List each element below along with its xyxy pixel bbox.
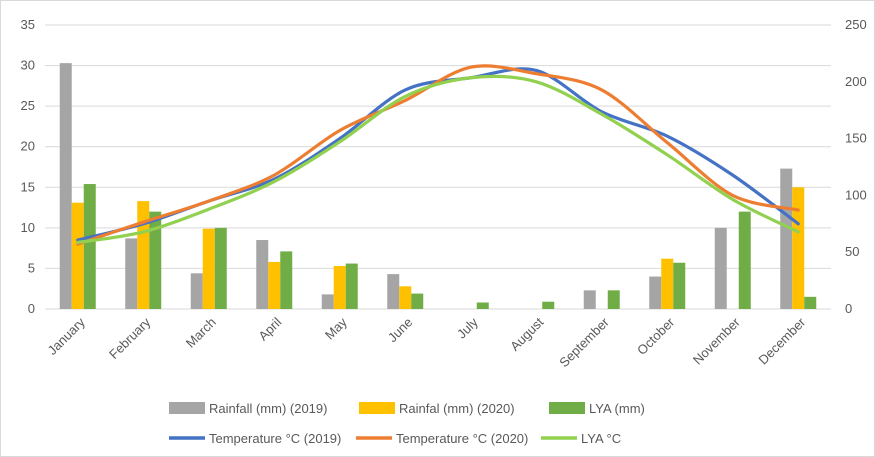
- y-right-tick-label: 200: [845, 74, 867, 89]
- legend-label: Rainfal (mm) (2020): [399, 401, 515, 416]
- bar: [411, 293, 424, 309]
- x-tick-label: September: [556, 314, 612, 370]
- x-tick-label: April: [255, 314, 284, 343]
- legend-label: LYA (mm): [589, 401, 645, 416]
- bar: [214, 227, 227, 309]
- y-right-tick-label: 150: [845, 131, 867, 146]
- legend-label: Temperature °C (2019): [209, 431, 341, 446]
- y-right-tick-label: 0: [845, 301, 852, 316]
- bar: [399, 286, 412, 309]
- bar: [583, 290, 596, 309]
- y-right-tick-label: 50: [845, 244, 859, 259]
- line-series: [76, 64, 800, 246]
- bar: [476, 302, 489, 309]
- bar: [792, 187, 805, 309]
- bar: [780, 168, 793, 309]
- y-right-tick-label: 250: [845, 17, 867, 32]
- bar: [542, 301, 555, 309]
- bar: [190, 273, 203, 309]
- bar: [804, 296, 817, 309]
- y-left-tick-label: 10: [21, 220, 35, 235]
- y-left-tick-label: 25: [21, 98, 35, 113]
- x-tick-label: January: [45, 314, 89, 358]
- legend-swatch: [169, 402, 205, 414]
- y-left-tick-label: 35: [21, 17, 35, 32]
- bar: [321, 294, 334, 309]
- x-tick-label: October: [634, 314, 678, 358]
- bar: [714, 227, 727, 309]
- x-tick-label: March: [183, 315, 219, 351]
- line-series: [76, 74, 800, 245]
- bar: [280, 251, 293, 309]
- x-tick-label: May: [322, 314, 350, 342]
- legend-swatch: [549, 402, 585, 414]
- bar: [202, 228, 215, 309]
- x-tick-label: December: [755, 314, 808, 367]
- bar: [333, 265, 346, 309]
- bar: [649, 276, 662, 309]
- bar: [661, 258, 674, 309]
- bar: [607, 290, 620, 309]
- legend-swatch: [359, 402, 395, 414]
- bar: [137, 201, 150, 309]
- bar: [59, 63, 72, 309]
- bar: [673, 262, 686, 309]
- bar: [387, 274, 400, 309]
- x-tick-label: June: [385, 315, 416, 346]
- x-tick-label: August: [507, 314, 546, 353]
- bar: [256, 240, 269, 309]
- bar: [83, 184, 96, 309]
- legend-label: LYA °C: [581, 431, 621, 446]
- x-tick-label: July: [454, 314, 481, 341]
- bar: [345, 263, 358, 309]
- y-left-tick-label: 0: [28, 301, 35, 316]
- y-left-tick-label: 15: [21, 179, 35, 194]
- legend-label: Temperature °C (2020): [396, 431, 528, 446]
- y-left-tick-label: 20: [21, 139, 35, 154]
- x-tick-label: February: [106, 314, 154, 362]
- bar: [149, 211, 162, 309]
- x-tick-label: November: [690, 314, 743, 367]
- bar: [738, 211, 751, 309]
- bar: [125, 238, 138, 309]
- line-series: [76, 67, 800, 242]
- legend-label: Rainfall (mm) (2019): [209, 401, 327, 416]
- bar: [268, 261, 281, 309]
- bar: [71, 202, 84, 309]
- y-left-tick-label: 30: [21, 58, 35, 73]
- y-right-tick-label: 100: [845, 187, 867, 202]
- y-left-tick-label: 5: [28, 260, 35, 275]
